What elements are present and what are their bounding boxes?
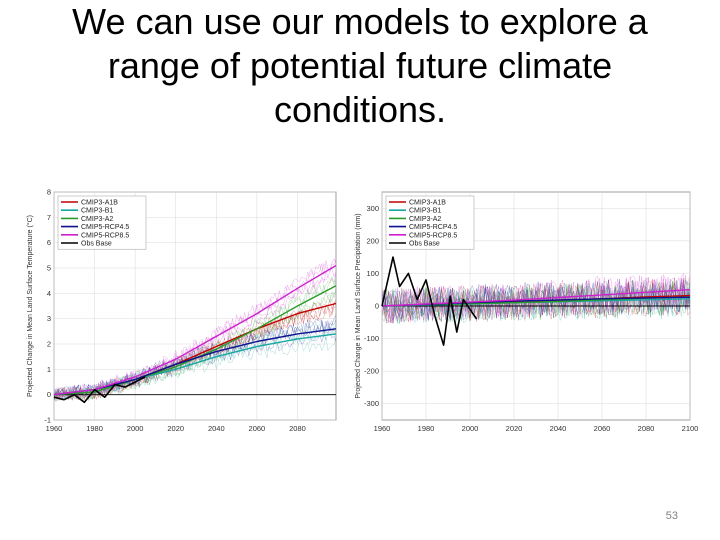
chart1-legend-label: CMIP3-A1B bbox=[81, 200, 118, 207]
chart1-x-tick-label: 2080 bbox=[289, 424, 306, 433]
precipitation-chart-svg: 1960 1980 2000 2020 2040 2060 2080 2100-300-200… bbox=[355, 191, 698, 433]
chart1-legend-label: CMIP3-A2 bbox=[81, 216, 113, 223]
chart2-y-tick-label: 300 bbox=[366, 204, 379, 213]
chart2-legend-label: CMIP5-RCP8.5 bbox=[409, 232, 457, 239]
chart1-legend-label: CMIP5-RCP4.5 bbox=[81, 224, 129, 231]
chart2-x-tick-label: 2020 bbox=[506, 424, 523, 433]
chart2-y-tick-label: 0 bbox=[375, 302, 379, 311]
chart2-y-tick-label: 200 bbox=[366, 236, 379, 245]
chart1-x-tick-label: 1980 bbox=[86, 424, 103, 433]
chart2-x-tick-label: 2060 bbox=[594, 424, 611, 433]
slide-title: We can use our models to explore a range… bbox=[40, 0, 680, 132]
chart2-legend: CMIP3-A1BCMIP3-B1CMIP3-A2CMIP5-RCP4.5CMI… bbox=[385, 195, 475, 250]
chart1-y-tick-label: -1 bbox=[44, 416, 51, 425]
chart2-ensemble-line bbox=[382, 281, 690, 322]
chart1-y-tick-label: 7 bbox=[47, 213, 51, 222]
temperature-chart-svg: 1960 1980 2000 2020 2040 2060 2080 -1 0 1 2 3 4 5 6 7 8 P… bbox=[26, 188, 337, 433]
chart1-x-tick-label: 2020 bbox=[167, 424, 184, 433]
precipitation-chart: 1960 1980 2000 2020 2040 2060 2080 2100 -300 -200… bbox=[352, 186, 698, 436]
chart2-ensemble-line bbox=[382, 278, 690, 321]
chart2-series-obs-base bbox=[381, 256, 478, 346]
slide-title-line-2: range of potential future climate bbox=[107, 45, 613, 86]
page-number: 53 bbox=[665, 510, 678, 522]
temperature-chart: 1960 1980 2000 2020 2040 2060 2080 -1 0 1 2 3 4 5 6 7 8 P… bbox=[24, 186, 344, 436]
chart1-ensemble-line bbox=[54, 336, 336, 400]
chart2-x-tick-label: 1960 bbox=[374, 424, 391, 433]
chart1-ensemble-line bbox=[54, 324, 336, 400]
chart2-x-tick-label: 2080 bbox=[638, 424, 655, 433]
chart2-x-tick-label: 2040 bbox=[550, 424, 567, 433]
chart2-legend-label: Obs Base bbox=[409, 241, 440, 248]
chart1-series-obs-base bbox=[53, 376, 146, 404]
slide-title-line-1: We can use our models to explore a bbox=[72, 1, 648, 42]
chart2-x-tick-label: 2100 bbox=[682, 424, 698, 433]
chart1-x-tick-label: 2040 bbox=[208, 424, 225, 433]
chart2-legend-box bbox=[385, 195, 475, 250]
chart2-ensemble-line bbox=[382, 283, 690, 324]
chart1-legend: CMIP3-A1BCMIP3-B1CMIP3-A2CMIP5-RCP4.5CMI… bbox=[57, 195, 147, 250]
chart2-y-tick-label: -100 bbox=[364, 334, 379, 343]
chart2-series-cmip5-rcp8-5 bbox=[381, 289, 691, 307]
chart2-legend-label: CMIP3-A1B bbox=[409, 200, 446, 207]
chart1-ensemble-line bbox=[54, 319, 336, 399]
chart1-series-cmip5-rcp8-5 bbox=[53, 264, 337, 396]
slide-title-line-3: conditions. bbox=[273, 89, 447, 130]
chart1-ensemble-line bbox=[54, 268, 336, 399]
chart2-ensemble-line bbox=[382, 281, 690, 322]
chart1-y-tick-label: 1 bbox=[47, 365, 51, 374]
chart2-y-tick-label: 100 bbox=[366, 269, 379, 278]
chart2-y-axis-label: Projected Change in Mean Land Surface Pr… bbox=[355, 213, 362, 398]
chart1-ensemble-line bbox=[54, 315, 336, 401]
chart1-y-tick-label: 0 bbox=[47, 390, 51, 399]
chart2-ensemble-line bbox=[382, 282, 690, 323]
chart1-y-axis-label: Projected Change in Mean Land Surface Te… bbox=[26, 215, 34, 397]
chart2-x-tick-label: 1980 bbox=[418, 424, 435, 433]
chart1-x-tick-label: 2000 bbox=[127, 424, 144, 433]
chart1-ensemble-line bbox=[54, 304, 336, 401]
chart1-ensemble-line bbox=[54, 288, 336, 401]
chart1-ensemble-line bbox=[54, 258, 336, 399]
chart1-legend-label: Obs Base bbox=[81, 241, 112, 248]
chart2-legend-label: CMIP3-B1 bbox=[409, 208, 441, 215]
chart1-y-tick-label: 4 bbox=[47, 289, 51, 298]
chart1-legend-box bbox=[57, 195, 147, 250]
chart1-y-tick-label: 8 bbox=[47, 188, 51, 197]
chart1-y-tick-label: 5 bbox=[47, 264, 51, 273]
chart2-legend-label: CMIP3-A2 bbox=[409, 216, 441, 223]
chart2-legend-label: CMIP5-RCP4.5 bbox=[409, 224, 457, 231]
chart1-ensemble-line bbox=[54, 327, 336, 401]
chart1-x-tick-label: 1960 bbox=[46, 424, 63, 433]
chart2-ensemble-line bbox=[382, 280, 690, 323]
chart1-y-tick-label: 6 bbox=[47, 238, 51, 247]
chart2-ensemble-line bbox=[382, 278, 690, 323]
chart1-legend-label: CMIP3-B1 bbox=[81, 208, 113, 215]
chart2-y-tick-label: -300 bbox=[364, 399, 379, 408]
chart1-x-tick-label: 2060 bbox=[249, 424, 266, 433]
chart2-ensemble-line bbox=[382, 274, 690, 323]
chart2-y-tick-label: -200 bbox=[364, 367, 379, 376]
chart2-x-tick-label: 2000 bbox=[462, 424, 479, 433]
chart2-ensemble-line bbox=[382, 279, 690, 320]
chart1-y-tick-label: 2 bbox=[47, 340, 51, 349]
chart1-legend-label: CMIP5-RCP8.5 bbox=[81, 232, 129, 239]
chart2-ensemble-line bbox=[382, 281, 690, 323]
chart1-y-tick-label: 3 bbox=[47, 314, 51, 323]
chart1-ensemble-line bbox=[54, 259, 336, 402]
